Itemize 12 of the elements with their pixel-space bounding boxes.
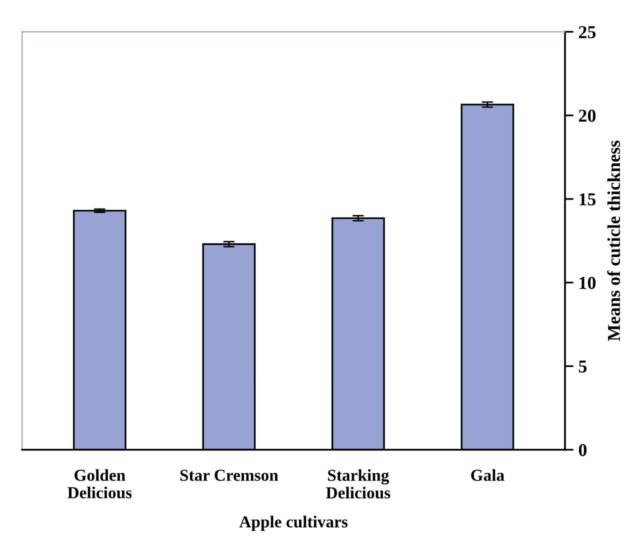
x-tick-label: Starking Delicious — [326, 469, 390, 499]
y-tick-label: 0 — [578, 444, 587, 456]
x-tick-label: Star Cremson — [180, 470, 278, 481]
y-tick-label: 25 — [578, 26, 596, 38]
y-tick-label: 5 — [578, 360, 587, 373]
y-tick-label: 15 — [580, 193, 596, 206]
y-tick-label: 20 — [578, 110, 596, 122]
x-tick-label: Golden Delicious — [68, 469, 132, 498]
y-axis-title: Means of cuticle thickness — [607, 140, 620, 342]
x-axis-title: Apple cultivars — [239, 516, 348, 531]
x-tick-label: Gala — [471, 469, 504, 481]
y-tick-label: 10 — [580, 276, 596, 290]
